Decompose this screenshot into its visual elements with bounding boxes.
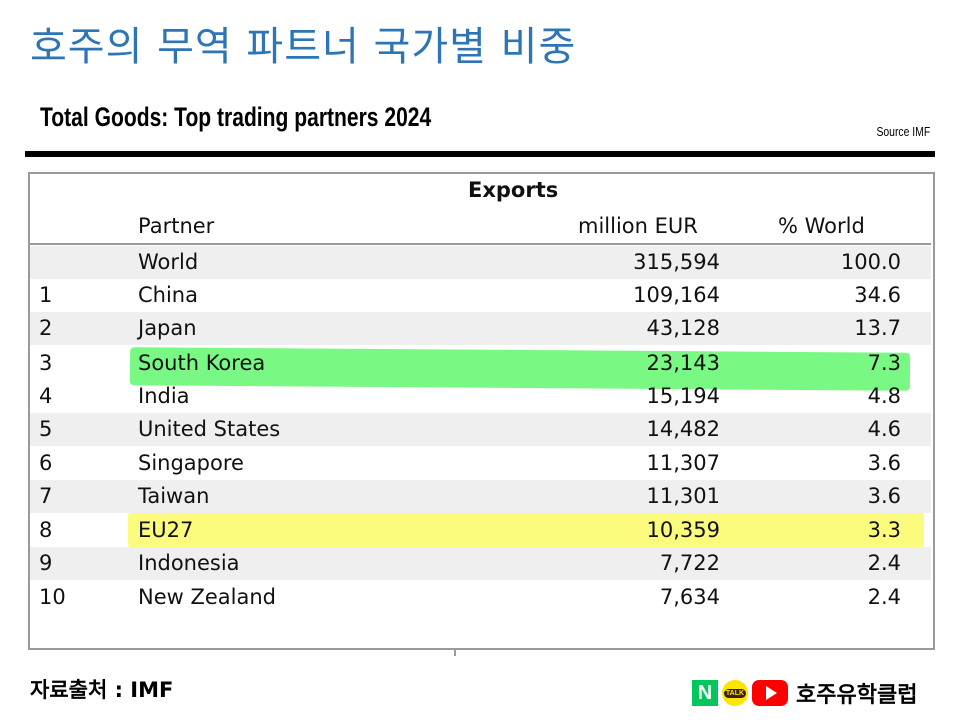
row-partner: Indonesia [138, 551, 240, 575]
row-partner: South Korea [138, 351, 266, 375]
play-icon [766, 686, 777, 700]
row-eur: 23,143 [646, 351, 720, 375]
row-rank: 4 [39, 384, 53, 408]
row-rank: 8 [39, 518, 53, 542]
row-eur: 7,722 [659, 551, 720, 575]
row-pct: 7.3 [867, 351, 901, 375]
row-pct: 100.0 [840, 250, 901, 274]
row-partner: China [138, 283, 198, 307]
row-rank: 2 [39, 316, 53, 340]
table-source: Source IMF [876, 124, 930, 139]
title-rule [25, 151, 935, 157]
eur-header: million EUR [578, 214, 698, 238]
row-rank: 1 [39, 283, 53, 307]
partner-header: Partner [138, 214, 215, 238]
row-partner: Japan [138, 316, 197, 340]
table-row: 1 China 109,164 34.6 [30, 279, 931, 312]
table-frame [28, 172, 935, 650]
row-partner: New Zealand [138, 585, 276, 609]
table-row: 9 Indonesia 7,722 2.4 [30, 547, 931, 580]
table-row: 6 Singapore 11,307 3.6 [30, 447, 931, 480]
row-pct: 3.3 [867, 518, 901, 542]
row-rank: 7 [39, 484, 53, 508]
row-eur: 315,594 [633, 250, 720, 274]
row-eur: 11,307 [646, 451, 720, 475]
row-partner: United States [138, 417, 281, 441]
row-pct: 13.7 [854, 316, 901, 340]
row-pct: 3.6 [867, 484, 901, 508]
table-row: 2 Japan 43,128 13.7 [30, 312, 931, 345]
table-row: 8 EU27 10,359 3.3 [30, 514, 931, 547]
kakaotalk-label: TALK [723, 688, 747, 698]
row-partner: Taiwan [138, 484, 210, 508]
slide-title: 호주의 무역 파트너 국가별 비중 [30, 24, 577, 70]
row-pct: 3.6 [867, 451, 901, 475]
brand-name: 호주유학클럽 [796, 683, 918, 708]
table-bottom-tick [454, 648, 456, 656]
row-eur: 109,164 [633, 283, 720, 307]
row-eur: 43,128 [646, 316, 720, 340]
row-partner: India [138, 384, 190, 408]
row-eur: 10,359 [646, 518, 720, 542]
row-partner: World [138, 250, 199, 274]
row-rank: 9 [39, 551, 53, 575]
footer-source: 자료출처 : IMF [30, 678, 174, 702]
row-eur: 7,634 [659, 585, 720, 609]
row-partner: Singapore [138, 451, 244, 475]
table-title: Total Goods: Top trading partners 2024 [40, 102, 432, 132]
row-rank: 10 [39, 585, 66, 609]
row-pct: 4.8 [867, 384, 901, 408]
row-eur: 11,301 [646, 484, 720, 508]
row-rank: 5 [39, 417, 53, 441]
table-row: World 315,594 100.0 [30, 246, 931, 279]
naver-n-icon[interactable]: N [692, 680, 718, 706]
exports-header: Exports [468, 178, 559, 202]
table-row: 3 South Korea 23,143 7.3 [30, 347, 931, 380]
table-row: 10 New Zealand 7,634 2.4 [30, 581, 931, 614]
brand-logo: N TALK 호주유학클럽 [692, 676, 917, 710]
row-eur: 14,482 [646, 417, 720, 441]
youtube-icon[interactable] [752, 680, 788, 706]
row-eur: 15,194 [646, 384, 720, 408]
table-row: 5 United States 14,482 4.6 [30, 413, 931, 446]
header-divider [30, 243, 931, 245]
row-rank: 6 [39, 451, 53, 475]
row-pct: 4.6 [867, 417, 901, 441]
row-pct: 2.4 [867, 551, 901, 575]
row-partner: EU27 [138, 518, 194, 542]
table-row: 4 India 15,194 4.8 [30, 380, 931, 413]
kakaotalk-icon[interactable]: TALK [722, 680, 748, 706]
table-row: 7 Taiwan 11,301 3.6 [30, 480, 931, 513]
row-pct: 34.6 [854, 283, 901, 307]
row-rank: 3 [39, 351, 53, 375]
highlight-eu27 [128, 512, 924, 548]
pct-header: % World [778, 214, 865, 238]
row-pct: 2.4 [867, 585, 901, 609]
